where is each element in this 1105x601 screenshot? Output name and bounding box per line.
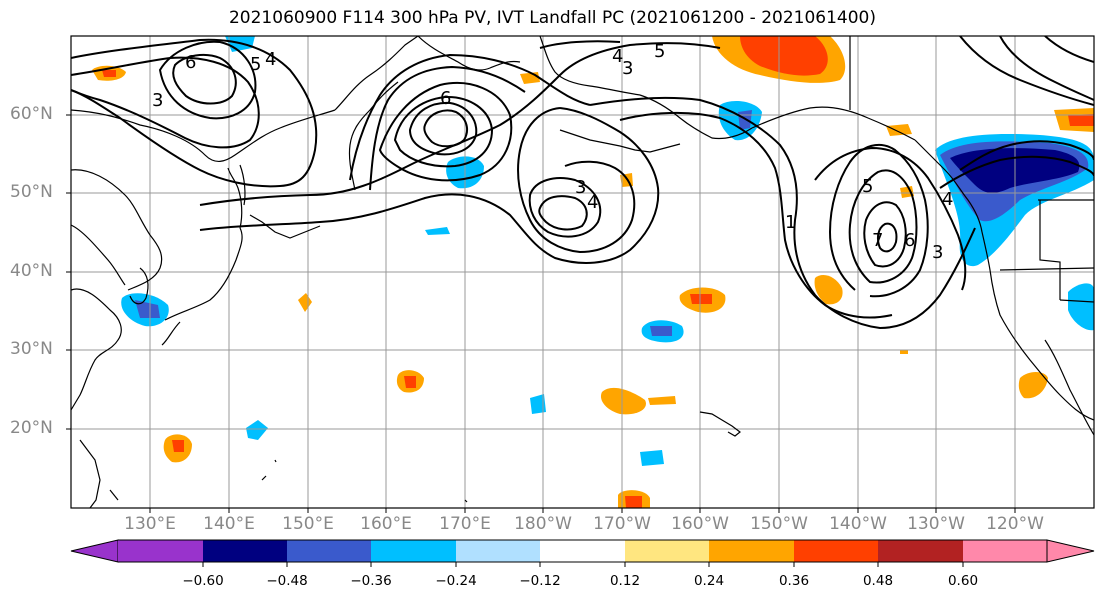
colorbar-segment [625, 540, 709, 562]
lon-label: 170°W [593, 514, 651, 534]
colorbar-tick-label: −0.24 [435, 573, 477, 589]
coastlines [71, 36, 1094, 508]
lat-label: 50°N [10, 182, 53, 202]
colorbar-segment [878, 540, 963, 562]
contour-label: 6 [904, 230, 915, 251]
lon-label: 130°E [124, 514, 176, 534]
colorbar-segment [540, 540, 625, 562]
colorbar [70, 539, 1095, 567]
contour-label: 4 [942, 189, 953, 210]
colorbar-segment [963, 540, 1047, 562]
colorbar-tick-label: −0.36 [350, 573, 392, 589]
pv-anomaly-shading [92, 36, 1094, 508]
contour-label: 4 [612, 46, 623, 67]
contour-lines [71, 36, 1094, 330]
colorbar-tick-label: 0.12 [609, 573, 641, 589]
contour-label: 3 [932, 242, 943, 263]
lat-label: 40°N [10, 261, 53, 281]
colorbar-arrow-left [70, 539, 119, 563]
colorbar-segment [118, 540, 203, 562]
lon-label: 140°W [829, 514, 887, 534]
lat-label: 20°N [10, 418, 53, 438]
axis-ticks [66, 114, 1016, 513]
contour-label: 7 [872, 230, 883, 251]
lon-label: 170°E [439, 514, 491, 534]
colorbar-tick-label: 0.24 [693, 573, 725, 589]
colorbar-arrow-right [1046, 539, 1095, 563]
colorbar-tick-label: 0.60 [947, 573, 979, 589]
lon-label: 160°E [360, 514, 412, 534]
contour-label: 6 [185, 52, 196, 73]
contour-label: 3 [152, 90, 163, 111]
contour-label: 1 [785, 212, 796, 233]
graticule [71, 36, 1094, 508]
map-title: 2021060900 F114 300 hPa PV, IVT Landfall… [228, 8, 876, 28]
lon-label: 160°W [671, 514, 729, 534]
contour-label: 4 [587, 192, 598, 213]
colorbar-segment [456, 540, 540, 562]
contour-label: 3 [575, 177, 586, 198]
colorbar-tick-label: −0.60 [182, 573, 224, 589]
colorbar-segment [371, 540, 456, 562]
contour-label: 5 [862, 176, 873, 197]
lat-label: 60°N [10, 104, 53, 124]
colorbar-segment [709, 540, 794, 562]
contour-label: 4 [265, 49, 276, 70]
lon-label: 130°W [907, 514, 965, 534]
contour-label: 3 [622, 58, 633, 79]
lat-label: 30°N [10, 339, 53, 359]
colorbar-segment [794, 540, 878, 562]
lon-label: 150°E [282, 514, 334, 534]
colorbar-segment [203, 540, 287, 562]
contour-label: 6 [440, 88, 451, 109]
colorbar-tick-label: 0.36 [778, 573, 810, 589]
colorbar-tick-label: −0.12 [519, 573, 561, 589]
colorbar-tick-label: −0.48 [266, 573, 308, 589]
colorbar-tick-label: 0.48 [862, 573, 894, 589]
lon-label: 150°W [750, 514, 808, 534]
lon-label: 120°W [986, 514, 1044, 534]
lon-label: 140°E [203, 514, 255, 534]
contour-label: 5 [654, 41, 665, 62]
contour-label-group: 6 5 4 3 6 4 3 5 3 4 1 5 7 6 3 4 [152, 41, 953, 263]
contour-label: 5 [250, 54, 261, 75]
lon-label: 180°W [514, 514, 572, 534]
colorbar-segment [287, 540, 371, 562]
